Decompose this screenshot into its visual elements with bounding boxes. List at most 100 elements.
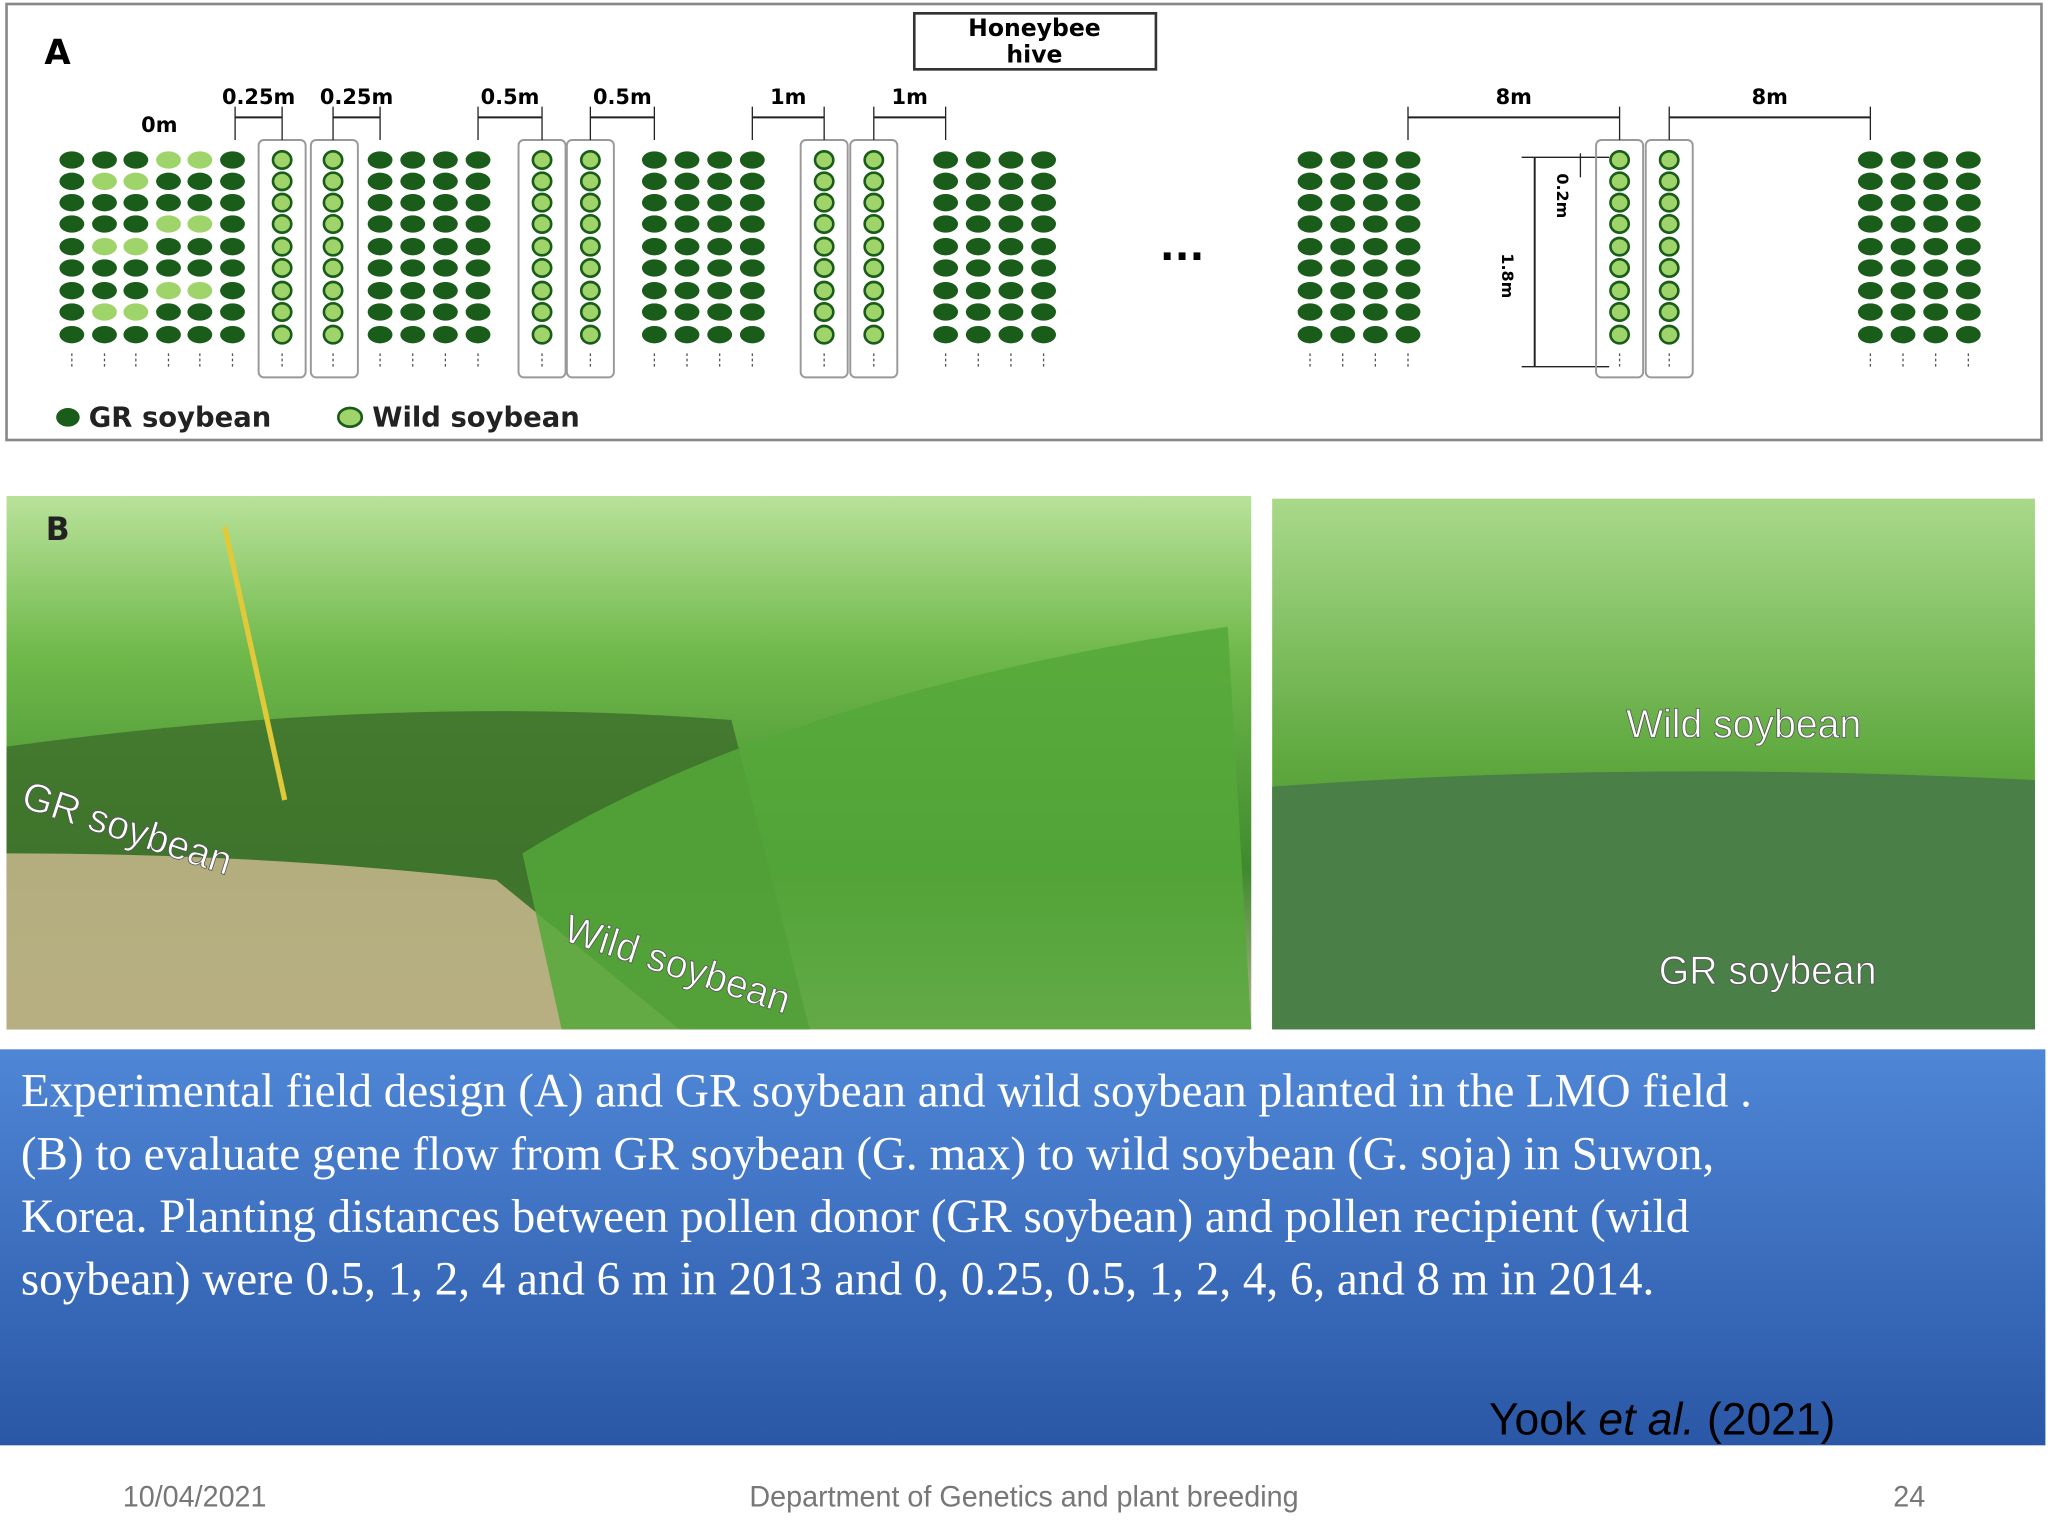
plant (1857, 172, 1883, 190)
plant (998, 151, 1024, 169)
plant (1609, 302, 1631, 322)
plant (1923, 259, 1949, 277)
hive-label: Honeybee (968, 14, 1101, 42)
plant (465, 215, 491, 233)
plant (674, 172, 700, 190)
plant (1395, 238, 1421, 256)
plant (1395, 326, 1421, 344)
plant (187, 282, 213, 300)
citation-etal: et al. (1598, 1393, 1694, 1445)
plant (1330, 151, 1356, 169)
plant (863, 214, 885, 234)
plant (965, 326, 991, 344)
plant (1923, 238, 1949, 256)
plant (813, 236, 835, 257)
plant (123, 172, 149, 190)
plant (322, 150, 344, 170)
plant (739, 303, 765, 321)
plant (156, 172, 181, 190)
plant (1658, 192, 1680, 213)
plant (641, 194, 667, 212)
footer-department: Department of Genetics and plant breedin… (749, 1481, 1298, 1513)
plant (1955, 215, 1981, 233)
plant (1658, 236, 1680, 257)
hive-box (912, 11, 1158, 71)
plant (1658, 324, 1680, 345)
plant (1297, 151, 1323, 169)
plant (813, 280, 835, 301)
plant (271, 236, 293, 257)
plant (1297, 326, 1323, 344)
plant (322, 302, 344, 322)
caption-line: soybean) were 0.5, 1, 2, 4 and 6 m in 20… (21, 1253, 1654, 1306)
plant (271, 192, 293, 213)
plant (367, 282, 393, 300)
plant (123, 215, 149, 233)
plant (1031, 303, 1056, 321)
plant (400, 194, 426, 212)
plant (220, 172, 245, 190)
plant (965, 259, 991, 277)
plant (400, 151, 426, 169)
plant (813, 171, 835, 192)
plant (641, 215, 667, 233)
photo-gr (1272, 771, 2035, 1030)
plant (863, 192, 885, 213)
plant (123, 151, 149, 169)
plant (1609, 258, 1631, 278)
distance-label: 0m (141, 112, 177, 137)
plant (998, 282, 1024, 300)
plant (322, 214, 344, 234)
plant (92, 215, 117, 233)
plant (322, 258, 344, 278)
plant (59, 303, 85, 321)
plant (220, 238, 245, 256)
plant (1031, 282, 1056, 300)
photo-label: Wild soybean (1626, 702, 1861, 746)
plant (707, 282, 733, 300)
plant (367, 172, 393, 190)
plant (1031, 326, 1056, 344)
plant (465, 326, 491, 344)
plant (220, 282, 245, 300)
plant (1609, 324, 1631, 345)
plant (400, 238, 426, 256)
plant (1609, 236, 1631, 257)
plant (1362, 194, 1388, 212)
ellipsis: ... (1160, 224, 1205, 270)
panel-label: A (44, 33, 71, 73)
distance-label: 8m (1752, 84, 1788, 109)
plant (531, 302, 553, 322)
plant (432, 326, 458, 344)
plant (1857, 215, 1883, 233)
plant (739, 194, 765, 212)
length-label: 1.8m (1498, 253, 1517, 298)
plant (1955, 238, 1981, 256)
plant (432, 259, 458, 277)
plant (187, 151, 213, 169)
plant (674, 151, 700, 169)
plant (1890, 282, 1916, 300)
citation-author: Yook (1489, 1393, 1598, 1445)
distance-label: 0.5m (593, 84, 652, 109)
plant (579, 302, 601, 322)
plant (59, 172, 85, 190)
plant (1031, 194, 1056, 212)
plant (1031, 259, 1056, 277)
plant (92, 238, 117, 256)
plant (641, 326, 667, 344)
plant (156, 259, 181, 277)
plant (965, 151, 991, 169)
plant (739, 172, 765, 190)
plant (1609, 214, 1631, 234)
plant (933, 172, 959, 190)
plant (322, 192, 344, 213)
plant (1890, 238, 1916, 256)
plant (271, 258, 293, 278)
plant (1890, 151, 1916, 169)
plant (187, 215, 213, 233)
plant (187, 259, 213, 277)
plant (156, 303, 181, 321)
